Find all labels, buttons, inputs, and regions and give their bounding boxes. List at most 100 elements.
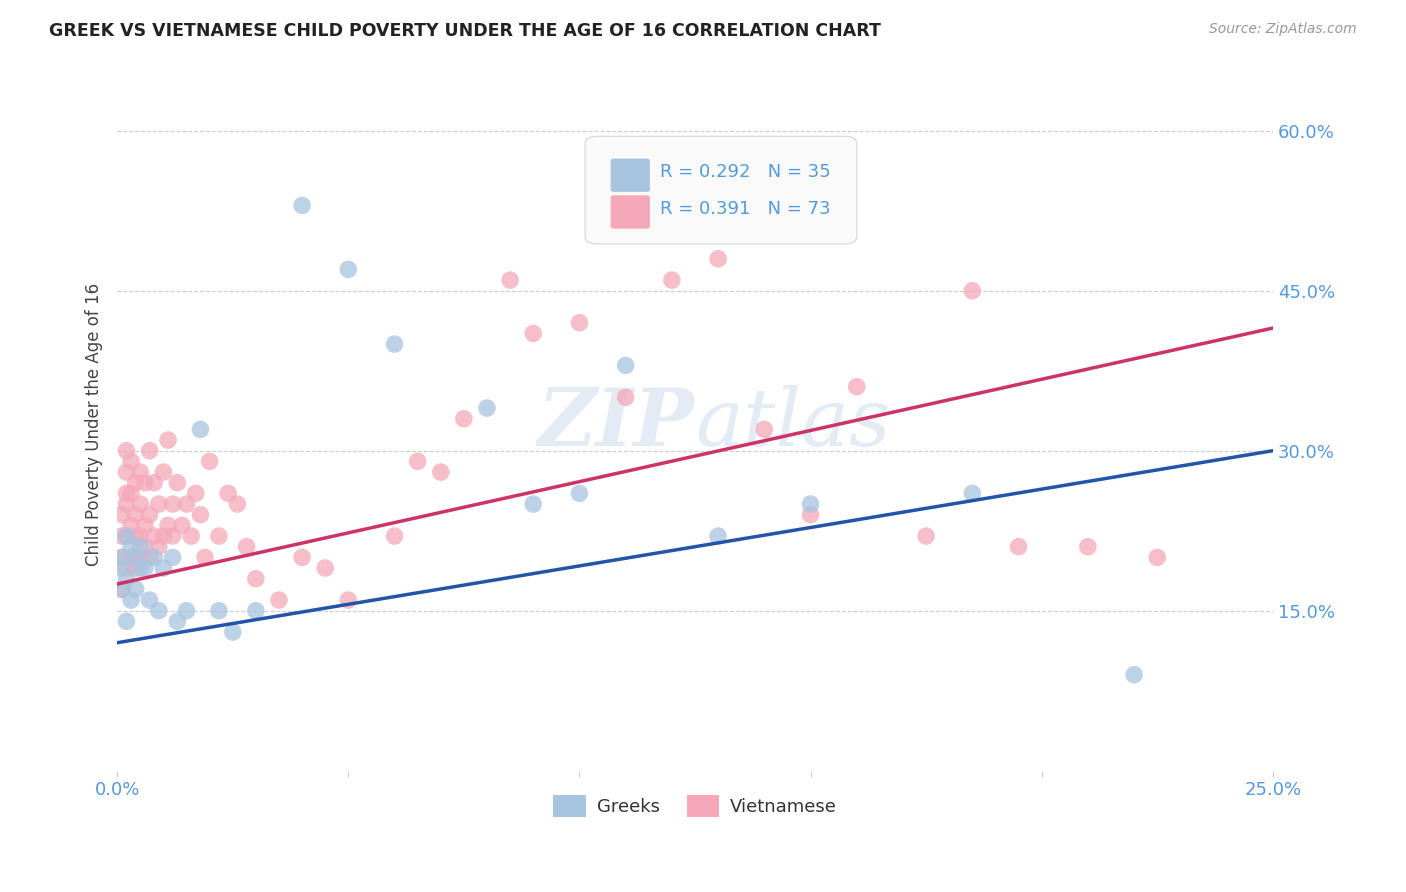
Point bbox=[568, 316, 591, 330]
Point bbox=[129, 529, 152, 543]
Point bbox=[115, 561, 138, 575]
Point bbox=[162, 497, 184, 511]
Point bbox=[170, 518, 193, 533]
Point bbox=[134, 518, 156, 533]
Point bbox=[115, 486, 138, 500]
Point bbox=[134, 475, 156, 490]
Point bbox=[406, 454, 429, 468]
Point bbox=[157, 433, 180, 447]
Point bbox=[138, 443, 160, 458]
Text: R = 0.391   N = 73: R = 0.391 N = 73 bbox=[661, 200, 831, 219]
Point bbox=[143, 529, 166, 543]
Point bbox=[245, 572, 267, 586]
Point bbox=[120, 593, 142, 607]
Point bbox=[138, 593, 160, 607]
Point bbox=[1007, 540, 1029, 554]
Point bbox=[190, 422, 212, 436]
Point bbox=[799, 508, 821, 522]
Point bbox=[1077, 540, 1099, 554]
Point bbox=[148, 497, 170, 511]
Y-axis label: Child Poverty Under the Age of 16: Child Poverty Under the Age of 16 bbox=[86, 283, 103, 566]
Point bbox=[384, 529, 406, 543]
Point bbox=[111, 561, 134, 575]
Point bbox=[111, 582, 134, 597]
Point bbox=[184, 486, 207, 500]
Point bbox=[124, 475, 146, 490]
Point bbox=[661, 273, 683, 287]
Point bbox=[162, 529, 184, 543]
Point bbox=[120, 486, 142, 500]
Point bbox=[111, 582, 134, 597]
Point bbox=[124, 582, 146, 597]
Point bbox=[337, 262, 360, 277]
Point bbox=[337, 593, 360, 607]
Point bbox=[148, 540, 170, 554]
Point bbox=[129, 540, 152, 554]
Point bbox=[707, 529, 730, 543]
Point bbox=[499, 273, 522, 287]
FancyBboxPatch shape bbox=[610, 159, 650, 192]
Point bbox=[267, 593, 290, 607]
Point bbox=[217, 486, 239, 500]
Point bbox=[291, 550, 314, 565]
Point bbox=[152, 529, 174, 543]
Point bbox=[115, 443, 138, 458]
Point bbox=[176, 497, 198, 511]
Point bbox=[429, 465, 451, 479]
Point bbox=[314, 561, 336, 575]
Point bbox=[115, 615, 138, 629]
Point bbox=[915, 529, 938, 543]
Text: atlas: atlas bbox=[695, 385, 890, 463]
Legend: Greeks, Vietnamese: Greeks, Vietnamese bbox=[546, 788, 844, 824]
Point bbox=[522, 326, 544, 341]
Point bbox=[138, 550, 160, 565]
Point bbox=[235, 540, 257, 554]
Point bbox=[962, 284, 984, 298]
Point bbox=[475, 401, 498, 415]
Point bbox=[143, 550, 166, 565]
Point bbox=[568, 486, 591, 500]
Point bbox=[111, 550, 134, 565]
Point bbox=[124, 529, 146, 543]
Point bbox=[120, 518, 142, 533]
Point bbox=[143, 475, 166, 490]
Point bbox=[129, 465, 152, 479]
Point bbox=[111, 529, 134, 543]
Text: ZIP: ZIP bbox=[538, 385, 695, 463]
Point bbox=[129, 561, 152, 575]
Point bbox=[208, 604, 231, 618]
Point bbox=[190, 508, 212, 522]
Point bbox=[124, 508, 146, 522]
Point bbox=[134, 540, 156, 554]
Point bbox=[124, 561, 146, 575]
Point bbox=[176, 604, 198, 618]
Point bbox=[291, 198, 314, 212]
Point bbox=[115, 529, 138, 543]
Point bbox=[115, 529, 138, 543]
Point bbox=[152, 465, 174, 479]
Point bbox=[138, 508, 160, 522]
Point bbox=[111, 508, 134, 522]
Point bbox=[198, 454, 221, 468]
Point bbox=[614, 359, 637, 373]
Point bbox=[522, 497, 544, 511]
Point bbox=[707, 252, 730, 266]
Point bbox=[148, 604, 170, 618]
Point bbox=[754, 422, 776, 436]
Point bbox=[166, 615, 188, 629]
Point bbox=[129, 550, 152, 565]
Point bbox=[614, 391, 637, 405]
Text: GREEK VS VIETNAMESE CHILD POVERTY UNDER THE AGE OF 16 CORRELATION CHART: GREEK VS VIETNAMESE CHILD POVERTY UNDER … bbox=[49, 22, 882, 40]
Point bbox=[111, 550, 134, 565]
Point bbox=[120, 550, 142, 565]
Point bbox=[799, 497, 821, 511]
Point bbox=[166, 475, 188, 490]
Point bbox=[120, 454, 142, 468]
Point bbox=[134, 561, 156, 575]
Point bbox=[129, 497, 152, 511]
Point bbox=[157, 518, 180, 533]
Point bbox=[208, 529, 231, 543]
Text: Source: ZipAtlas.com: Source: ZipAtlas.com bbox=[1209, 22, 1357, 37]
Point bbox=[1146, 550, 1168, 565]
Point bbox=[226, 497, 249, 511]
